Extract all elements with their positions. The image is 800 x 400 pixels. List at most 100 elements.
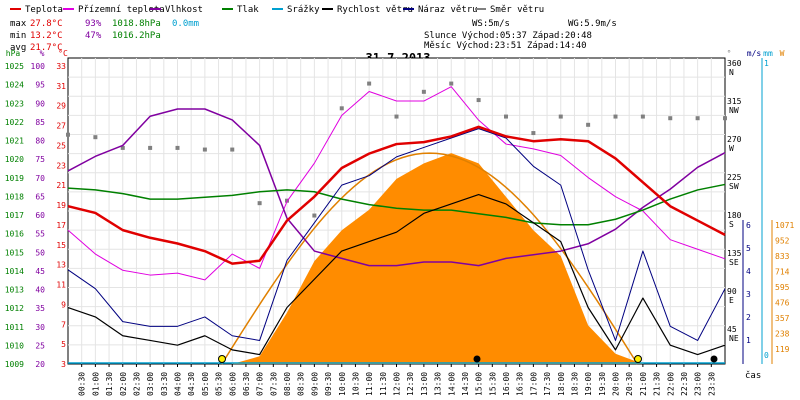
axis-tick-dir: SW: [729, 182, 739, 191]
axis-tick-pct: 50: [35, 248, 45, 257]
axis-tick-dir: E: [729, 296, 734, 305]
axis-tick-hpa: 1015: [5, 248, 24, 257]
axis-unit-ms: m/s: [747, 49, 762, 58]
legend-label: Směr větru: [490, 5, 544, 15]
axis-tick-ms: 2: [746, 313, 751, 322]
legend: Teplota Přízemní teplota Vlhkost Tlak Srážky…: [10, 5, 544, 15]
axis-tick-celsius: 25: [56, 141, 66, 150]
axis-tick-ms: 5: [746, 244, 751, 253]
axis-tick-mm: 1: [764, 59, 769, 68]
axis-tick-wm2: 476: [775, 299, 790, 308]
wind-direction-point: [257, 201, 262, 206]
moonrise-marker: [710, 355, 718, 363]
axis-tick-time: 05:00: [201, 372, 210, 396]
stat-max-temp: 27.8°C: [30, 19, 63, 29]
axis-tick-celsius: 7: [61, 320, 66, 329]
axis-tick-time: 15:30: [488, 372, 497, 396]
axis-tick-deg: 270: [727, 135, 742, 144]
temperature-line: [67, 125, 726, 265]
stat-min-label: min: [10, 31, 26, 41]
axis-tick-hpa: 1009: [5, 360, 24, 369]
axis-tick-deg: 90: [727, 287, 737, 296]
axis-tick-wm2: 1071: [775, 221, 794, 230]
wind-direction-point: [421, 89, 426, 94]
sunset-marker: [634, 355, 642, 363]
axis-tick-pct: 60: [35, 211, 45, 220]
wind-direction-point: [394, 114, 399, 119]
axis-tick-ms: 6: [746, 221, 751, 230]
wind-direction-point: [531, 131, 536, 136]
axis-unit-hpa: hPa: [6, 49, 21, 58]
axis-tick-wm2: 119: [775, 345, 790, 354]
axis-tick-celsius: 15: [56, 241, 66, 250]
axis-tick-hpa: 1013: [5, 286, 24, 295]
axis-tick-time: 16:00: [502, 372, 511, 396]
axis-label-time: čas: [745, 370, 761, 381]
axis-tick-pct: 45: [35, 267, 45, 276]
legend-label: Rychlost větru: [337, 5, 413, 15]
axes: hPa% °C ° m/s mm W102510241023102210211020101…: [5, 49, 795, 396]
legend-label: Náraz větru: [418, 5, 478, 15]
axis-tick-hpa: 1017: [5, 211, 24, 220]
stat-min-hum: 47%: [85, 31, 102, 41]
stats-block: max 27.8°C 93% 1018.8hPa 0.0mm min 13.2°…: [10, 19, 617, 53]
axis-tick-pct: 30: [35, 323, 45, 332]
moonset-marker: [473, 355, 481, 363]
stat-max-rain: 0.0mm: [172, 19, 199, 29]
info-sun: Slunce Východ:05:37 Západ:20:48: [424, 31, 592, 41]
axis-tick-celsius: 27: [56, 122, 66, 131]
axis-unit-celsius: °C: [58, 49, 68, 58]
axis-tick-time: 07:00: [256, 372, 265, 396]
axis-tick-time: 19:00: [584, 372, 593, 396]
info-wg: WG:5.9m/s: [568, 19, 617, 29]
axis-tick-time: 22:30: [680, 372, 689, 396]
axis-tick-celsius: 29: [56, 102, 66, 111]
axis-tick-deg: 45: [727, 325, 737, 334]
axis-tick-time: 21:30: [653, 372, 662, 396]
legend-label: Vlhkost: [165, 5, 203, 15]
axis-tick-time: 06:30: [242, 372, 251, 396]
axis-tick-hpa: 1016: [5, 230, 24, 239]
legend-label: Srážky: [287, 5, 320, 15]
axis-tick-time: 10:30: [351, 372, 360, 396]
wind-speed-line: [67, 193, 726, 356]
axis-tick-wm2: 357: [775, 314, 790, 323]
axis-tick-time: 04:00: [174, 372, 183, 396]
axis-tick-hpa: 1020: [5, 155, 24, 164]
stat-avg-temp: 21.7°C: [30, 43, 63, 53]
axis-tick-celsius: 31: [56, 82, 66, 91]
axis-tick-ms: 3: [746, 290, 751, 299]
axis-tick-dir: S: [729, 220, 734, 229]
wind-direction-point: [449, 81, 454, 86]
wind-direction-point: [668, 116, 673, 121]
axis-tick-celsius: 13: [56, 261, 66, 270]
axis-tick-time: 20:30: [625, 372, 634, 396]
wind-gust-line: [67, 128, 726, 341]
stat-max-label: max: [10, 19, 27, 29]
solar-area: [68, 153, 725, 364]
wind-direction-point: [558, 114, 563, 119]
wind-direction-point: [586, 122, 591, 127]
stat-min-temp: 13.2°C: [30, 31, 63, 41]
axis-tick-ms: 4: [746, 267, 751, 276]
axis-tick-time: 03:30: [160, 372, 169, 396]
axis-tick-time: 11:00: [365, 372, 374, 396]
axis-tick-celsius: 21: [56, 181, 66, 190]
axis-tick-hpa: 1023: [5, 99, 24, 108]
axis-tick-pct: 65: [35, 192, 45, 201]
axis-tick-hpa: 1019: [5, 174, 24, 183]
axis-tick-time: 02:30: [132, 372, 141, 396]
axis-tick-time: 23:30: [707, 372, 716, 396]
axis-tick-pct: 75: [35, 155, 45, 164]
solar-layer: [68, 153, 725, 364]
axis-tick-time: 14:00: [447, 372, 456, 396]
axis-unit-wm2: W: [780, 49, 785, 58]
stat-min-press: 1016.2hPa: [112, 31, 161, 41]
axis-tick-dir: NE: [729, 334, 739, 343]
stat-avg-label: avg: [10, 43, 26, 53]
axis-tick-mm: 0: [764, 351, 769, 360]
axis-tick-wm2: 714: [775, 268, 790, 277]
axis-tick-deg: 135: [727, 249, 742, 258]
